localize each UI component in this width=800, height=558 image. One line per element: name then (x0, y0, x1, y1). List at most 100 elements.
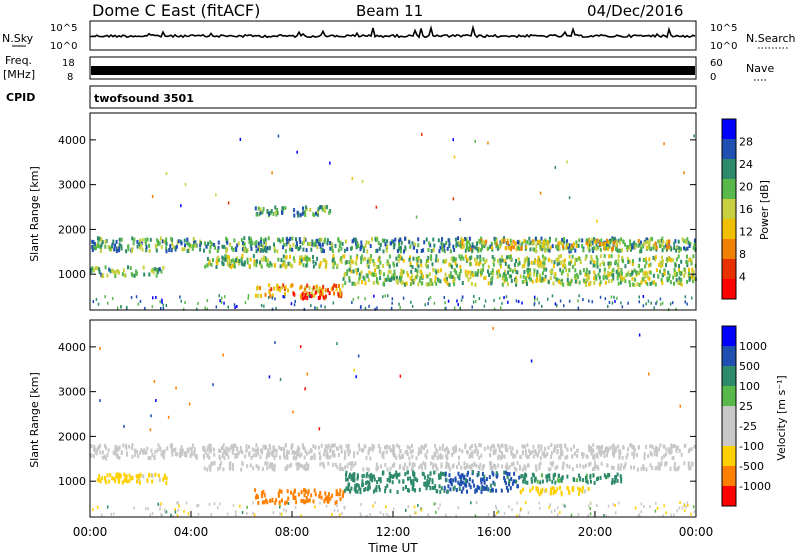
power-cell (432, 248, 435, 252)
velocity-cell (180, 445, 183, 449)
velocity-cell (231, 444, 234, 449)
power-cell (282, 254, 285, 259)
power-cell (568, 196, 571, 200)
power-cell (215, 260, 218, 264)
velocity-cell (550, 451, 553, 456)
power-cell (168, 248, 171, 252)
velocity-cell (346, 464, 349, 469)
power-cell (363, 246, 366, 251)
power-cell (555, 257, 558, 262)
power-cell (228, 259, 231, 264)
velocity-cell (156, 448, 159, 453)
power-cell (611, 301, 614, 305)
power-cell (386, 259, 389, 264)
velocity-cell (494, 504, 497, 508)
power-cell (585, 283, 588, 287)
power-cell (265, 257, 267, 262)
power-cell (399, 272, 402, 277)
power-cell (240, 256, 243, 261)
power-cell (226, 238, 229, 243)
velocity-cell (599, 445, 602, 450)
power-cell (554, 165, 557, 169)
power-cell (549, 245, 552, 250)
colorbar-segment (722, 446, 736, 467)
power-cell (267, 258, 270, 263)
power-cell (294, 299, 296, 303)
velocity-cell (110, 512, 112, 516)
power-cell (484, 275, 487, 280)
velocity-cell (393, 462, 396, 467)
power-cell (443, 243, 446, 248)
power-cell (430, 254, 433, 259)
velocity-cell (149, 428, 152, 432)
velocity-cell (384, 485, 387, 490)
velocity-cell (536, 479, 539, 484)
power-cell (608, 265, 611, 270)
power-cell (230, 246, 233, 251)
velocity-cell (389, 489, 392, 494)
power-cell (351, 301, 353, 304)
velocity-cell (240, 449, 242, 453)
velocity-cell (651, 444, 654, 449)
power-cell (665, 263, 667, 268)
velocity-cell (222, 353, 224, 357)
velocity-cell (183, 509, 185, 513)
power-cell (452, 258, 455, 263)
velocity-cell (548, 505, 550, 509)
velocity-cell (593, 480, 596, 485)
velocity-scatter (90, 326, 696, 518)
power-cell (354, 237, 357, 242)
velocity-cell (587, 462, 590, 467)
power-cell (597, 272, 600, 277)
velocity-cell (245, 447, 248, 452)
velocity-cell (358, 447, 361, 452)
velocity-cell (283, 508, 285, 512)
velocity-cell (504, 481, 507, 486)
velocity-cell (409, 449, 412, 454)
power-cell (333, 283, 336, 288)
power-cell (160, 245, 163, 250)
velocity-cell (178, 504, 180, 508)
velocity-cell (561, 475, 564, 480)
velocity-cell (605, 514, 608, 518)
power-cell (546, 246, 549, 251)
power-cell (457, 236, 459, 241)
velocity-cell (385, 512, 388, 516)
velocity-cell (178, 452, 181, 456)
power-cell (507, 264, 510, 269)
velocity-cell (133, 448, 136, 453)
velocity-cell (468, 477, 471, 482)
power-cell (176, 240, 179, 245)
power-cell (441, 243, 444, 247)
power-cell (91, 245, 94, 249)
velocity-cell (536, 453, 539, 458)
power-cell (523, 263, 526, 268)
velocity-cell (253, 448, 256, 453)
velocity-cell (301, 443, 304, 448)
colorbar-segment (722, 406, 736, 427)
power-cell (344, 281, 347, 285)
power-cell (217, 240, 220, 245)
power-cell (440, 268, 442, 273)
power-cell (427, 258, 430, 263)
power-cell (165, 237, 168, 242)
power-cell (681, 237, 684, 242)
velocity-cell (250, 455, 253, 460)
power-cell (303, 210, 306, 215)
power-cell (557, 254, 560, 259)
velocity-cell (347, 482, 350, 487)
velocity-cell (255, 464, 258, 468)
power-cell (216, 248, 219, 253)
velocity-cell (344, 453, 347, 458)
power-cell (638, 263, 641, 268)
power-cell (319, 295, 321, 300)
velocity-cell (290, 446, 293, 451)
velocity-cell (476, 449, 479, 454)
velocity-cell (280, 512, 283, 516)
power-cell (453, 277, 456, 282)
power-cell (458, 272, 461, 276)
power-cell (273, 286, 276, 291)
velocity-cell (302, 445, 304, 450)
velocity-cell (137, 454, 140, 459)
power-cell (452, 256, 455, 261)
